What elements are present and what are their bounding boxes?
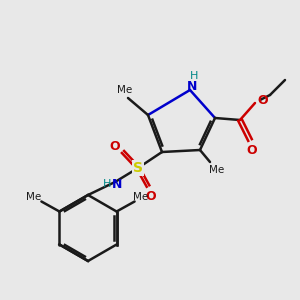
Text: N: N (112, 178, 122, 190)
Text: O: O (110, 140, 120, 154)
Text: Me: Me (117, 85, 133, 95)
Text: S: S (133, 161, 143, 175)
Text: Me: Me (26, 193, 41, 202)
Text: O: O (146, 190, 156, 202)
Text: H: H (190, 71, 198, 81)
Text: H: H (103, 179, 111, 189)
Text: O: O (258, 94, 268, 107)
Text: Me: Me (209, 165, 225, 175)
Text: Me: Me (133, 193, 148, 202)
Text: O: O (247, 143, 257, 157)
Text: N: N (187, 80, 197, 92)
